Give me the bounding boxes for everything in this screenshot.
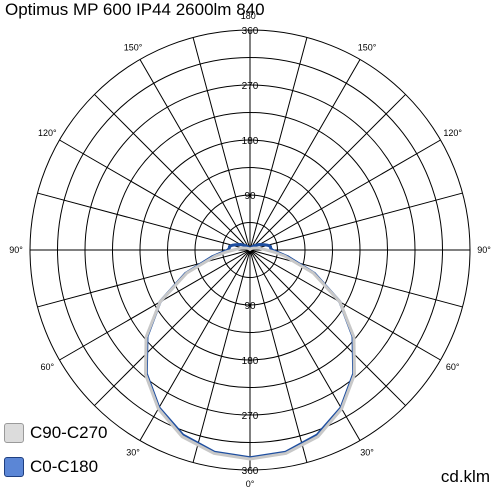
legend-label-c0-c180: C0-C180	[30, 457, 99, 476]
unit-label: cd.klm	[440, 467, 490, 486]
grid-spoke	[249, 94, 406, 251]
radial-tick-label: 360	[242, 26, 259, 37]
grid-spoke	[192, 249, 251, 463]
angle-label: 90°	[9, 245, 23, 255]
grid-spoke	[249, 249, 463, 308]
angle-label: 90°	[477, 245, 491, 255]
angle-label: 150°	[358, 42, 377, 52]
radial-tick-label: 270	[242, 411, 259, 422]
legend-label-c90-c270: C90-C270	[30, 423, 108, 442]
legend-item-c0-c180: C0-C180	[4, 457, 98, 477]
grid-spoke	[249, 249, 406, 406]
radial-tick-label: 90	[244, 301, 256, 312]
radial-tick-label: 180	[242, 136, 259, 147]
grid-spoke	[249, 37, 308, 251]
grid-spoke	[249, 192, 463, 251]
grid-spoke	[249, 59, 361, 251]
grid-spoke	[249, 139, 441, 251]
grid-spoke	[37, 192, 251, 251]
radial-tick-label: 360	[242, 466, 259, 477]
angle-label: 60°	[446, 362, 460, 372]
grid-spoke	[139, 59, 251, 251]
grid-spoke	[94, 94, 251, 251]
angle-label: 60°	[41, 362, 55, 372]
radial-tick-label: 90	[244, 191, 256, 202]
angle-label: 120°	[38, 128, 57, 138]
grid-spoke	[249, 249, 308, 463]
grid-spoke	[59, 249, 251, 361]
chart-title: Optimus MP 600 IP44 2600lm 840	[5, 0, 265, 19]
legend-item-c90-c270: C90-C270	[4, 423, 108, 443]
angle-label: 150°	[124, 42, 143, 52]
radial-tick-label: 180	[242, 356, 259, 367]
grid-spoke	[59, 139, 251, 251]
grid-spoke	[249, 249, 441, 361]
grid-spoke	[139, 249, 251, 441]
grid-spoke	[192, 37, 251, 251]
angle-label: 180°	[241, 11, 260, 21]
angle-label: 120°	[443, 128, 462, 138]
grid-spoke	[37, 249, 251, 308]
series-curve-c90-c270	[144, 246, 356, 461]
angle-label: 30°	[126, 448, 140, 458]
angle-label: 30°	[360, 448, 374, 458]
legend-swatch-c0-c180	[4, 457, 24, 477]
radial-tick-label: 270	[242, 81, 259, 92]
grid-spoke	[94, 249, 251, 406]
legend-swatch-c90-c270	[4, 423, 24, 443]
grid-spoke	[249, 249, 361, 441]
angle-label: 0°	[246, 479, 255, 489]
